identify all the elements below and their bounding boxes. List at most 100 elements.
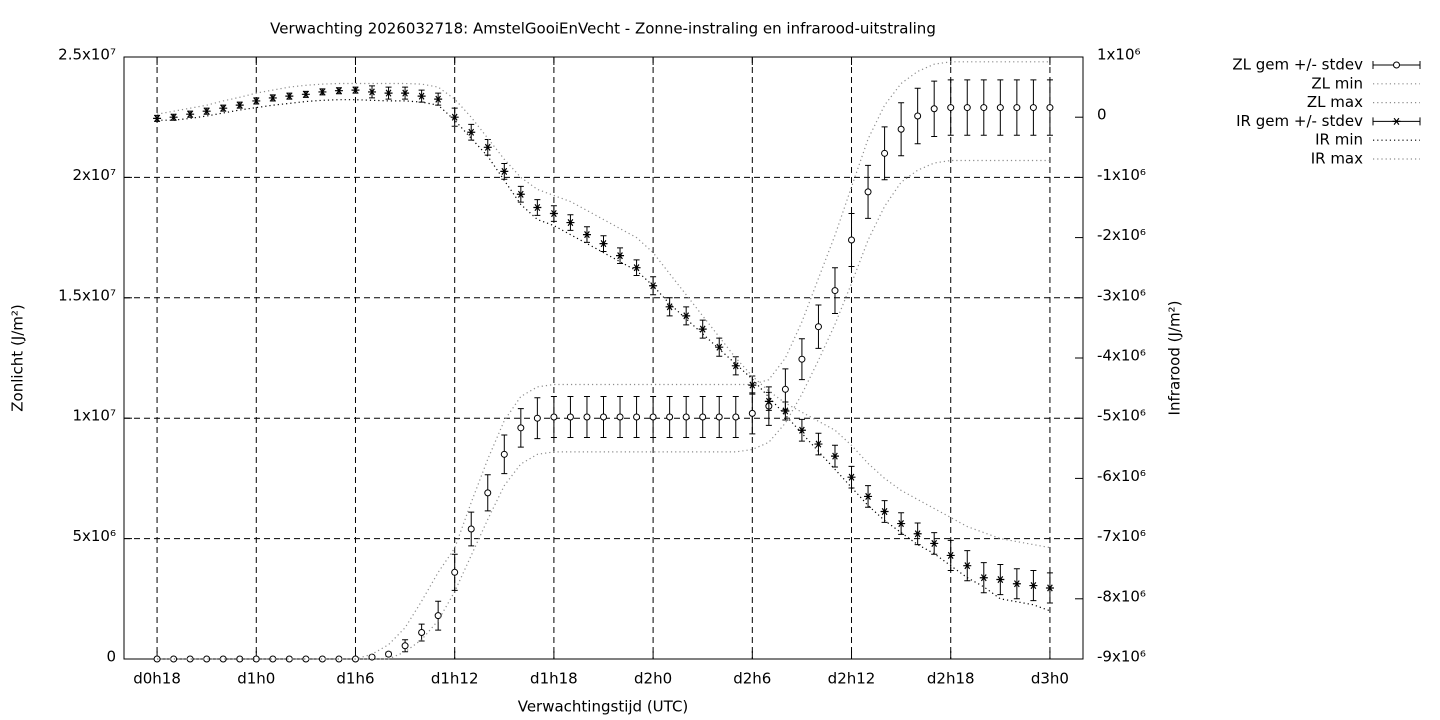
y2-tick-label: -9x10⁶ bbox=[1097, 648, 1146, 666]
point-marker bbox=[1012, 580, 1021, 588]
y-tick-label: 0 bbox=[106, 648, 116, 666]
point-marker bbox=[252, 97, 261, 105]
point-marker bbox=[963, 104, 971, 112]
point-marker bbox=[235, 101, 244, 109]
x-tick-label: d1h12 bbox=[431, 670, 479, 688]
point-marker bbox=[285, 92, 294, 100]
point-marker bbox=[913, 530, 922, 538]
chart-title: Verwachting 2026032718: AmstelGooiEnVech… bbox=[270, 20, 936, 38]
point-marker bbox=[302, 655, 310, 663]
point-marker bbox=[483, 143, 492, 151]
point-marker bbox=[153, 655, 161, 663]
point-marker bbox=[781, 385, 789, 393]
point-marker bbox=[517, 424, 525, 432]
point-marker bbox=[864, 188, 872, 196]
point-marker bbox=[318, 655, 326, 663]
y2-tick-label: -3x10⁶ bbox=[1097, 286, 1146, 304]
point-marker bbox=[169, 113, 178, 121]
legend-marker bbox=[1393, 61, 1400, 69]
legend-label: IR max bbox=[1311, 150, 1363, 168]
point-marker bbox=[401, 89, 410, 97]
point-marker bbox=[566, 218, 575, 227]
point-marker bbox=[748, 381, 757, 389]
y2-tick-label: 1x10⁶ bbox=[1097, 46, 1141, 64]
point-marker bbox=[549, 209, 558, 218]
point-marker bbox=[1045, 584, 1054, 592]
point-marker bbox=[334, 87, 343, 95]
point-marker bbox=[814, 440, 823, 448]
point-marker bbox=[698, 325, 707, 333]
point-marker bbox=[946, 551, 955, 560]
point-marker bbox=[153, 114, 162, 122]
point-marker bbox=[401, 642, 409, 650]
x-tick-label: d2h18 bbox=[927, 670, 975, 688]
point-marker bbox=[1029, 581, 1038, 590]
x-axis-label: Verwachtingstijd (UTC) bbox=[518, 698, 689, 716]
point-marker bbox=[914, 112, 922, 120]
point-marker bbox=[318, 88, 327, 96]
point-marker bbox=[451, 568, 459, 576]
point-marker bbox=[186, 655, 194, 663]
y2-tick-label: -1x10⁶ bbox=[1097, 166, 1146, 184]
point-marker bbox=[848, 236, 856, 244]
point-marker bbox=[864, 492, 873, 501]
point-marker bbox=[500, 167, 509, 175]
y2-tick-label: -6x10⁶ bbox=[1097, 467, 1146, 485]
point-marker bbox=[285, 655, 293, 663]
point-marker bbox=[830, 452, 839, 460]
point-marker bbox=[649, 413, 657, 421]
point-marker bbox=[351, 86, 360, 94]
point-marker bbox=[417, 92, 426, 100]
point-marker bbox=[268, 94, 277, 102]
point-marker bbox=[385, 650, 393, 658]
point-marker bbox=[930, 105, 938, 113]
point-marker bbox=[384, 89, 393, 97]
point-marker bbox=[715, 413, 723, 421]
point-marker bbox=[980, 104, 988, 112]
legend-label: ZL gem +/- stdev bbox=[1232, 56, 1363, 74]
point-marker bbox=[979, 574, 988, 582]
x-tick-label: d1h0 bbox=[237, 670, 275, 688]
point-marker bbox=[616, 413, 624, 421]
point-marker bbox=[947, 104, 955, 112]
point-marker bbox=[236, 655, 244, 663]
range-line bbox=[157, 99, 1051, 612]
point-marker bbox=[731, 362, 740, 370]
point-marker bbox=[202, 107, 211, 115]
y-axis-label: Zonlicht (J/m²) bbox=[9, 304, 27, 412]
range-line bbox=[156, 82, 1051, 549]
y2-tick-label: -2x10⁶ bbox=[1097, 226, 1146, 244]
point-marker bbox=[566, 413, 574, 421]
y2-tick-label: -5x10⁶ bbox=[1097, 407, 1146, 425]
legend-label: ZL min bbox=[1311, 74, 1363, 92]
point-marker bbox=[582, 231, 591, 239]
point-marker bbox=[170, 655, 178, 663]
point-marker bbox=[831, 287, 839, 295]
point-marker bbox=[781, 407, 790, 415]
x-tick-label: d2h0 bbox=[634, 670, 672, 688]
point-marker bbox=[467, 525, 475, 533]
point-marker bbox=[699, 413, 707, 421]
y-tick-label: 1x10⁷ bbox=[72, 407, 116, 425]
x-tick-label: d0h18 bbox=[133, 670, 181, 688]
point-marker bbox=[814, 323, 822, 331]
legend-label: IR min bbox=[1315, 131, 1363, 149]
point-marker bbox=[847, 473, 856, 481]
point-marker bbox=[550, 413, 558, 421]
point-marker bbox=[533, 203, 542, 212]
point-marker bbox=[301, 90, 310, 98]
point-marker bbox=[368, 653, 376, 661]
point-marker bbox=[1013, 104, 1021, 112]
point-marker bbox=[219, 104, 228, 112]
point-marker bbox=[186, 110, 195, 118]
point-marker bbox=[632, 264, 641, 272]
point-marker bbox=[930, 539, 939, 547]
point-marker bbox=[533, 414, 541, 422]
point-marker bbox=[1046, 104, 1054, 112]
legend-label: ZL max bbox=[1307, 93, 1363, 111]
point-marker bbox=[666, 413, 674, 421]
y-tick-label: 1.5x10⁷ bbox=[58, 286, 116, 304]
point-marker bbox=[500, 450, 508, 458]
point-marker bbox=[434, 95, 443, 103]
point-marker bbox=[633, 413, 641, 421]
